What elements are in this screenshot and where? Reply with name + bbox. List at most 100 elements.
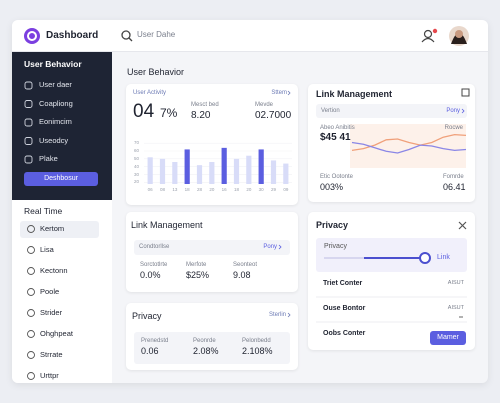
sidebar-button[interactable] [24, 172, 98, 186]
nav-item[interactable]: Kectonn [40, 266, 68, 275]
card-label: User Activity [133, 90, 167, 96]
user-icon [421, 37, 435, 43]
stat-value: $45 41 [320, 132, 351, 143]
nav-icon [27, 309, 35, 317]
button-label[interactable]: Deshbosur [44, 175, 78, 182]
row-label: Triet Conter [323, 280, 363, 287]
chevron [287, 90, 291, 96]
slider-knob[interactable] [419, 252, 431, 264]
stat-value: 8.20 [191, 110, 211, 121]
nav-item[interactable]: User daer [39, 80, 72, 89]
y-tick-label: 50 [133, 155, 139, 161]
logo [24, 28, 40, 44]
search-icon[interactable] [121, 30, 131, 40]
stat-value: 0.06 [141, 346, 159, 356]
nav-icon [24, 118, 33, 127]
section-title: User Behavior [24, 59, 82, 69]
bar [270, 160, 277, 184]
row-link[interactable]: Pony [446, 108, 460, 114]
nav-item[interactable]: Useodcy [39, 135, 69, 145]
stat-label: Abeo Anibitis [320, 125, 355, 131]
stat-value: 2.108% [242, 346, 273, 356]
nav-icon [27, 267, 35, 275]
y-tick-label: 40 [133, 163, 139, 169]
bar [233, 158, 240, 184]
nav-item[interactable]: Strider [40, 308, 63, 317]
nav-icon [24, 81, 33, 90]
x-tick-label: 13 [172, 187, 178, 192]
button-label[interactable]: Mamer [437, 334, 459, 341]
stat-label: Prenedstd [141, 338, 169, 344]
spacer [459, 316, 463, 318]
row-box [316, 104, 467, 118]
row-link[interactable]: Pony [263, 244, 277, 250]
row-value: AISUT [447, 280, 464, 286]
x-tick-label: 20 [246, 187, 252, 192]
app-title: Dashboard [46, 30, 99, 41]
nav-item[interactable]: Poole [40, 287, 60, 296]
search-icon [128, 37, 133, 42]
slider-link[interactable]: Link [437, 254, 450, 261]
x-tick-label: 08 [159, 187, 166, 192]
card-link[interactable]: Sterlin [268, 312, 286, 318]
row-label: Condtorllse [139, 244, 170, 250]
bar [184, 149, 190, 184]
stat-label: Pelonbedd [242, 338, 271, 344]
nav-icon [27, 372, 35, 380]
bar [221, 147, 227, 184]
bar [196, 165, 203, 184]
stat-label: Mevde [255, 102, 274, 108]
user-icon[interactable] [423, 29, 433, 39]
y-tick-label: 30 [133, 171, 139, 177]
nav-item[interactable]: Ohghpeat [40, 329, 73, 338]
stat-value: $25% [186, 270, 210, 280]
button[interactable] [430, 331, 466, 345]
stat-label: Fomrde [443, 174, 464, 180]
big-value: 04 [133, 101, 155, 122]
slider-box [316, 238, 467, 272]
bar [246, 155, 252, 184]
bar [159, 158, 166, 184]
stat-label: Seonteot [233, 262, 258, 268]
avatar-face [455, 30, 463, 38]
nav-icon [24, 155, 33, 164]
bar [258, 149, 264, 184]
nav-item[interactable]: Eonimcim [39, 117, 72, 126]
avatar-hair [451, 33, 467, 44]
page-title: User Behavior [127, 67, 185, 77]
big-suffix: 7% [160, 106, 178, 120]
stat-label: Peonrde [193, 338, 216, 344]
nav-icon [27, 288, 35, 296]
nav-item[interactable]: Strrate [40, 350, 63, 359]
stat-label: Merfote [186, 262, 207, 268]
x-tick-label: 20 [209, 187, 215, 192]
stat-value: 0.0% [140, 270, 161, 280]
bar [172, 162, 178, 184]
search-placeholder[interactable]: User Dahe [137, 30, 176, 39]
row-label: Ouse Bontor [323, 305, 366, 312]
external-icon[interactable] [461, 88, 470, 97]
nav-icon [27, 225, 35, 233]
nav-icon [27, 330, 35, 338]
stat-value: 2.08% [193, 346, 219, 356]
privacy-card [308, 212, 475, 350]
y-tick-label: 60 [133, 148, 139, 153]
nav-item[interactable]: Kertom [40, 224, 65, 233]
stat-value: 02.7000 [255, 110, 292, 121]
badge [432, 28, 438, 34]
card-title: Privacy [316, 220, 349, 230]
close-icon[interactable] [458, 221, 467, 230]
chevron [461, 108, 465, 114]
card-title: Link Management [316, 89, 393, 99]
stat-label: Sorctotlrte [140, 262, 168, 268]
row-label: Oobs Conter [323, 330, 366, 337]
card-link[interactable]: Sttem [271, 90, 287, 96]
stat-value: 06.41 [443, 182, 466, 192]
nav-item[interactable]: Coapliong [39, 98, 73, 108]
nav-item[interactable]: Urttpr [40, 371, 59, 380]
nav-item[interactable]: Lisa [40, 245, 54, 254]
bar [283, 163, 289, 184]
active-item-bg [20, 221, 99, 238]
nav-item[interactable]: Plake [39, 154, 58, 163]
